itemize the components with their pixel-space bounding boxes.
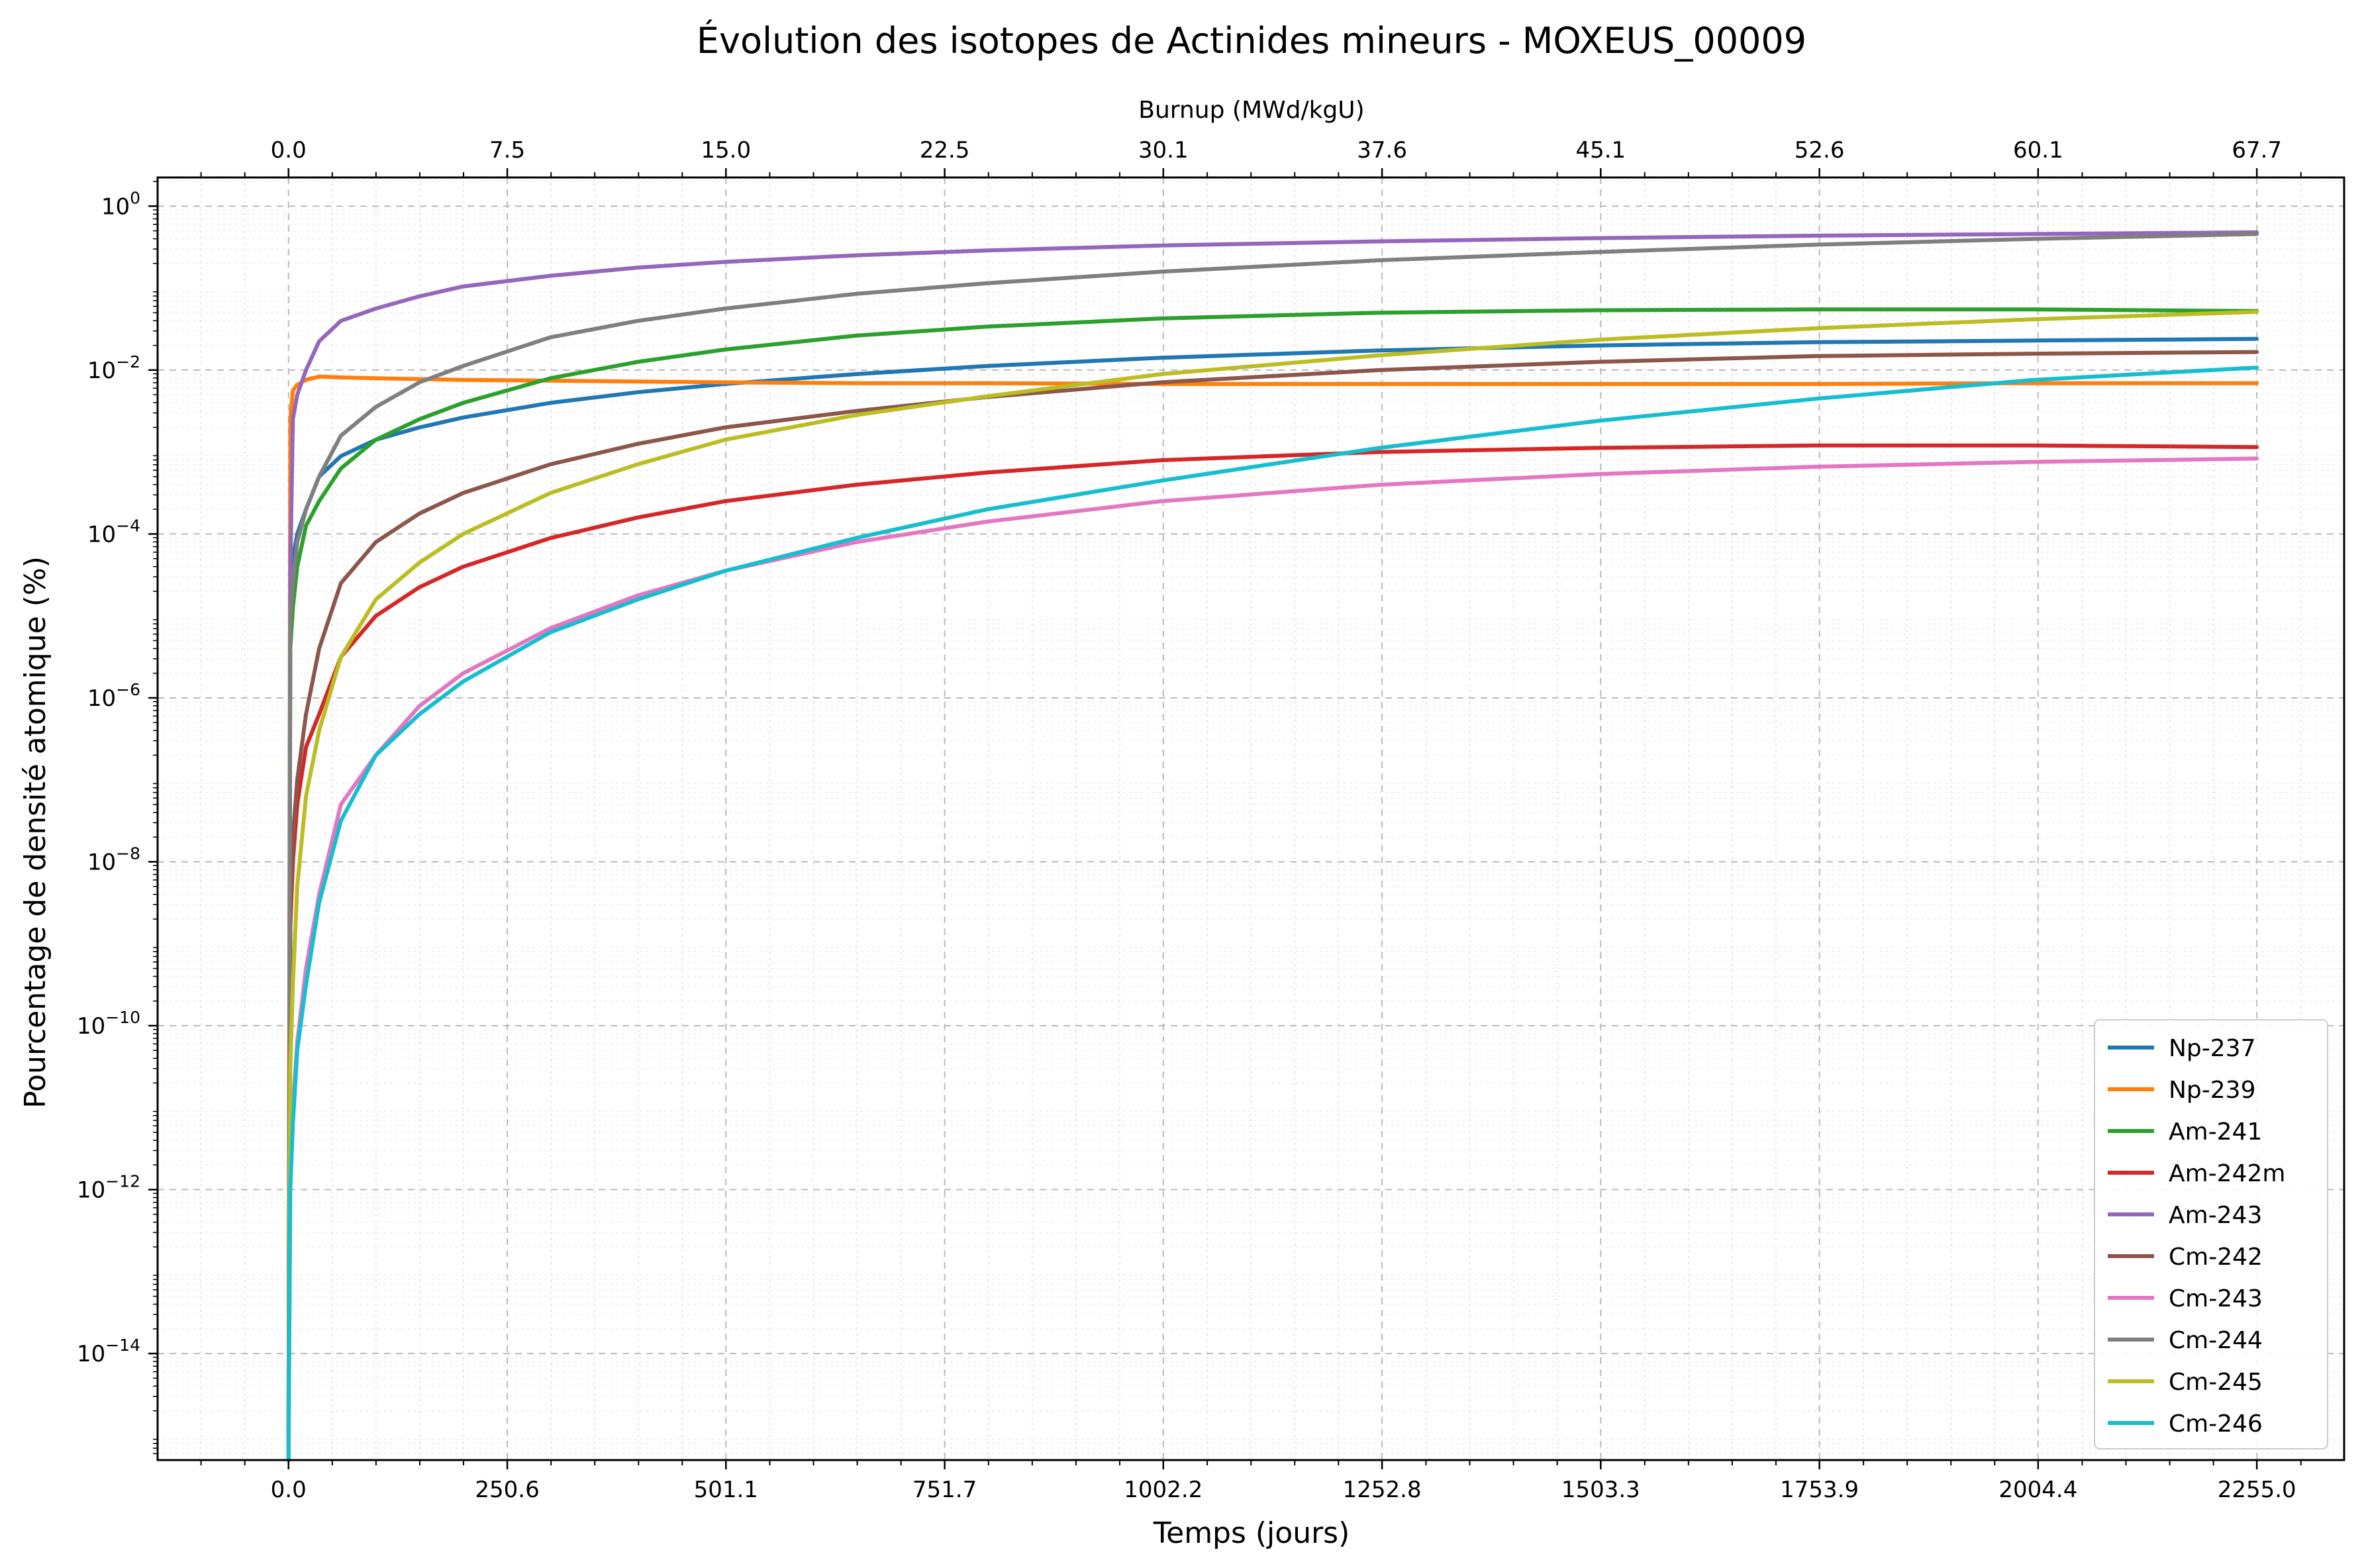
x2-tick-label: 52.6 — [1795, 137, 1845, 164]
series-line-am-243 — [286, 230, 2259, 1462]
legend-label: Cm-245 — [2169, 1369, 2263, 1396]
x2-tick-label: 60.1 — [2013, 137, 2063, 164]
legend-label: Np-239 — [2169, 1077, 2255, 1104]
series-line-cm-246 — [286, 366, 2259, 1462]
x2-tick-label: 0.0 — [271, 137, 307, 164]
top-axis-title: Burnup (MWd/kgU) — [1138, 97, 1364, 124]
legend-label: Am-242m — [2169, 1160, 2285, 1187]
legend-label: Am-241 — [2169, 1118, 2262, 1146]
series-lines — [286, 230, 2259, 1462]
series-line-cm-244 — [286, 232, 2259, 1462]
x-tick-label: 2004.4 — [1998, 1477, 2077, 1503]
series-line-am-242m — [286, 443, 2259, 1462]
x2-tick-label: 15.0 — [701, 137, 751, 164]
y-tick-label: 10−10 — [77, 1008, 140, 1040]
legend-label: Cm-246 — [2169, 1410, 2263, 1438]
x-tick-label: 1753.9 — [1780, 1477, 1859, 1503]
legend-label: Cm-242 — [2169, 1244, 2263, 1271]
y-tick-label: 10−6 — [87, 680, 140, 712]
x-tick-label: 1002.2 — [1124, 1477, 1203, 1503]
legend-label: Cm-243 — [2169, 1285, 2263, 1312]
legend: Np-237 Np-239 Am-241 Am-242m Am-243 Cm-242 Cm-… — [2094, 1019, 2328, 1449]
x-axis-title: Temps (jours) — [1153, 1516, 1350, 1550]
x-tick-label: 2255.0 — [2218, 1477, 2296, 1503]
x2-tick-label: 67.7 — [2232, 137, 2282, 164]
x-tick-label: 751.7 — [912, 1477, 977, 1503]
x-tick-label: 1503.3 — [1561, 1477, 1640, 1503]
x-tick-label: 250.6 — [475, 1477, 539, 1503]
series-line-cm-242 — [286, 350, 2259, 1462]
x2-tick-label: 22.5 — [920, 137, 970, 164]
y-tick-label: 10−8 — [87, 844, 140, 875]
series-line-am-241 — [286, 307, 2259, 1462]
x-tick-label: 0.0 — [271, 1477, 307, 1503]
x-tick-label: 1252.8 — [1343, 1477, 1422, 1503]
x2-tick-label: 37.6 — [1357, 137, 1407, 164]
series-line-cm-245 — [286, 310, 2259, 1462]
y-tick-label: 10−12 — [77, 1172, 140, 1204]
x-tick-label: 501.1 — [694, 1477, 758, 1503]
x2-tick-label: 7.5 — [489, 137, 525, 164]
y-axis-title: Pourcentage de densité atomique (%) — [19, 556, 52, 1108]
axis-ticks: 0.0 0.0 250.6 7.5 501.1 15.0 751.7 22.5 1002.2 30… — [77, 137, 2302, 1503]
x2-tick-label: 30.1 — [1138, 137, 1189, 164]
chart-title: Évolution des isotopes de Actinides mine… — [697, 20, 1806, 62]
y-tick-label: 10−14 — [77, 1336, 140, 1367]
x2-tick-label: 45.1 — [1575, 137, 1626, 164]
legend-label: Np-237 — [2169, 1035, 2255, 1062]
y-tick-label: 100 — [101, 188, 140, 220]
y-tick-label: 10−4 — [87, 516, 140, 548]
y-tick-label: 10−2 — [87, 352, 140, 384]
legend-label: Am-243 — [2169, 1202, 2262, 1229]
legend-label: Cm-244 — [2169, 1327, 2263, 1354]
